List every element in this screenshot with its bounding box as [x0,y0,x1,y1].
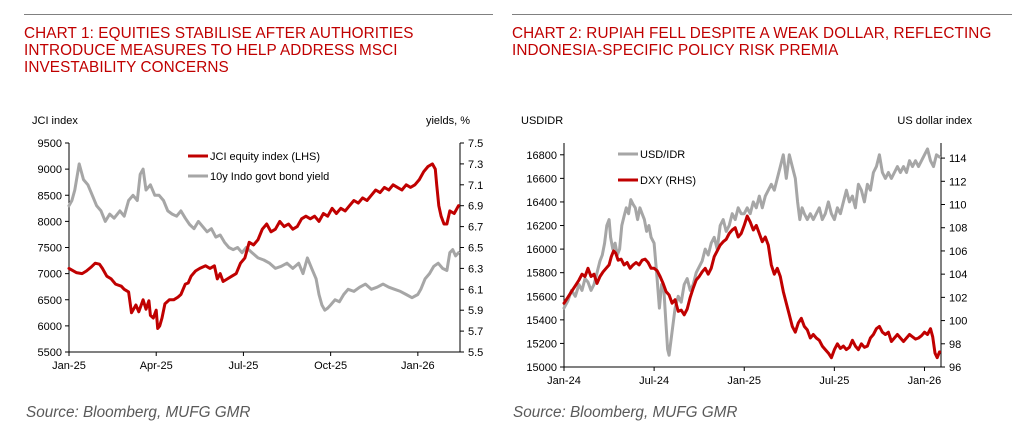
right-axis-title: yields, % [426,115,470,127]
right-tick-label: 110 [949,200,967,212]
top-rule [24,14,493,15]
left-tick-label: 16800 [526,150,557,162]
right-tick-label: 114 [949,153,967,165]
x-tick-label: Jan-26 [908,375,942,387]
left-tick-label: 9000 [38,164,62,176]
x-tick-label: Jan-25 [727,375,761,387]
left-axis-title: USDIDR [521,115,563,127]
series-line-dxy-rhs [562,214,941,360]
x-tick-label: Jan-26 [401,360,435,372]
right-tick-label: 108 [949,223,967,235]
right-tick-label: 5.7 [468,326,483,338]
left-tick-label: 15800 [526,268,557,280]
right-tick-label: 7.1 [468,180,483,192]
right-tick-label: 5.9 [468,305,483,317]
x-tick-label: Jan-25 [52,360,86,372]
right-tick-label: 104 [949,269,967,281]
x-tick-label: Jan-24 [547,375,581,387]
right-tick-label: 98 [949,339,961,351]
chart-2-plot: 15000 15200 15400 15600 15800 16000 16200 16400… [521,115,973,387]
left-tick-label: 15600 [526,291,557,303]
left-tick-label: 15400 [526,315,557,327]
right-tick-label: 6.9 [468,201,483,213]
right-tick-label: 100 [949,316,967,328]
right-tick-label: 6.1 [468,284,483,296]
chart-1-plot: 5500 6000 6500 7000 7500 8000 8500 9000 9500 5.5 5… [32,115,483,372]
left-tick-label: 7000 [38,269,62,281]
left-tick-label: 8500 [38,190,62,202]
legend-label: 10y Indo govt bond yield [210,171,329,183]
right-tick-label: 112 [949,176,967,188]
x-tick-label: Jul-25 [228,360,258,372]
right-tick-label: 6.5 [468,243,483,255]
right-tick-label: 96 [949,362,961,374]
left-tick-label: 6000 [38,321,62,333]
chart-2-title: CHART 2: RUPIAH FELL DESPITE A WEAK DOLL… [512,25,992,59]
left-tick-label: 9500 [38,138,62,150]
right-tick-label: 6.7 [468,222,483,234]
left-tick-label: 15200 [526,338,557,350]
chart-1-panel: CHART 1: EQUITIES STABILISE AFTER AUTHOR… [0,0,505,447]
left-tick-label: 16200 [526,221,557,233]
left-tick-label: 16600 [526,173,557,185]
left-tick-label: 7500 [38,243,62,255]
series-line-10y-indo-govt-bond-yield [67,162,460,312]
x-tick-label: Apr-25 [140,360,173,372]
legend-label: JCI equity index (LHS) [210,151,320,163]
x-tick-label: Oct-25 [314,360,347,372]
right-tick-label: 7.3 [468,159,483,171]
right-tick-label: 5.5 [468,347,483,359]
chart-2-source: Source: Bloomberg, MUFG GMR [513,404,738,421]
right-tick-label: 6.3 [468,263,483,275]
left-tick-label: 16400 [526,197,557,209]
top-rule [512,14,1012,15]
chart-2-panel: CHART 2: RUPIAH FELL DESPITE A WEAK DOLL… [511,0,1022,447]
x-tick-label: Jul-25 [819,375,849,387]
chart-1-source: Source: Bloomberg, MUFG GMR [26,404,251,421]
x-tick-label: Jul-24 [639,375,669,387]
left-tick-label: 8000 [38,216,62,228]
left-tick-label: 5500 [38,347,62,359]
right-tick-label: 7.5 [468,138,483,150]
right-tick-label: 106 [949,246,967,258]
series-line-jci-equity-index-lhs [67,162,460,330]
legend-label: USD/IDR [640,149,685,161]
series-line-usd-idr [562,147,941,357]
right-axis-title: US dollar index [897,115,972,127]
left-axis-title: JCI index [32,115,78,127]
left-tick-label: 16000 [526,244,557,256]
left-tick-label: 6500 [38,295,62,307]
chart-1-title: CHART 1: EQUITIES STABILISE AFTER AUTHOR… [24,25,414,76]
right-tick-label: 102 [949,292,967,304]
left-tick-label: 15000 [526,362,557,374]
legend-label: DXY (RHS) [640,175,696,187]
